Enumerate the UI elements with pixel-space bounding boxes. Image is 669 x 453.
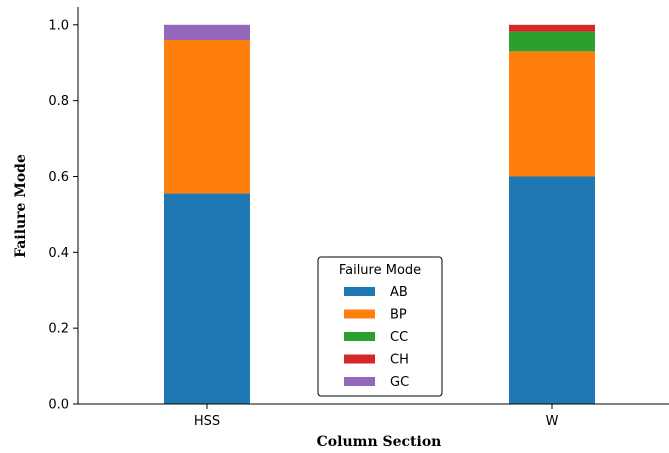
bars-group: [164, 24, 595, 404]
x-axis-title: Column Section: [317, 434, 442, 450]
bar-hss-ab: [164, 193, 250, 404]
bar-w-ab: [509, 176, 595, 404]
legend-items: AB BP CC CH GC: [344, 285, 409, 390]
bar-w-bp: [509, 51, 595, 177]
x-ticks-group: HSS W: [194, 404, 559, 429]
axes-group: [77, 7, 669, 405]
y-tick-label: 0.6: [48, 170, 69, 185]
bar-hss-bp: [164, 39, 250, 194]
x-tick-label: HSS: [194, 414, 220, 429]
legend-label-gc: GC: [390, 375, 409, 390]
y-ticks-group: 0.0 0.2 0.4 0.6 0.8 1.0: [48, 18, 78, 413]
legend-label-cc: CC: [390, 330, 408, 345]
legend-label-ch: CH: [390, 353, 409, 368]
x-tick-label: W: [546, 414, 559, 429]
bar-hss-gc: [164, 24, 250, 40]
legend-swatch-cc: [344, 332, 375, 341]
y-tick-label: 0.4: [48, 246, 69, 261]
legend-swatch-ab: [344, 287, 375, 296]
legend-swatch-ch: [344, 354, 375, 364]
legend-label-bp: BP: [390, 308, 407, 323]
legend-swatch-gc: [344, 377, 375, 386]
bar-w-ch: [509, 24, 595, 32]
legend-swatch-bp: [344, 309, 375, 319]
legend: Failure Mode AB BP CC CH GC: [317, 256, 443, 397]
y-tick-label: 0.8: [48, 94, 69, 109]
y-tick-label: 0.2: [48, 322, 69, 337]
y-tick-label: 1.0: [48, 18, 69, 33]
bar-w-cc: [509, 31, 595, 52]
y-tick-label: 0.0: [48, 398, 69, 413]
y-axis-title: Failure Mode: [13, 154, 29, 258]
legend-label-ab: AB: [390, 285, 408, 300]
legend-title: Failure Mode: [339, 263, 421, 278]
